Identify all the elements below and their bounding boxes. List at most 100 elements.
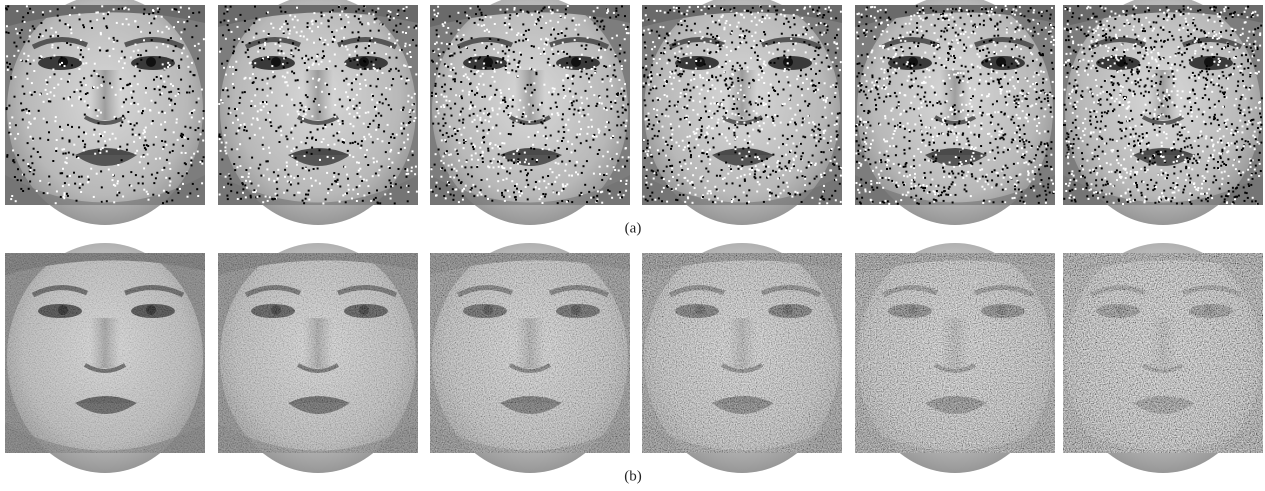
noise-dot bbox=[580, 76, 582, 78]
noise-dot bbox=[857, 116, 859, 118]
noise-dot bbox=[802, 175, 804, 177]
noise-dot bbox=[859, 21, 861, 23]
noise-dot bbox=[264, 101, 266, 103]
noise-dot bbox=[865, 23, 867, 25]
noise-dot bbox=[377, 138, 379, 140]
noise-dot bbox=[489, 38, 491, 40]
noise-dot bbox=[406, 124, 408, 126]
noise-dot bbox=[48, 131, 50, 133]
noise-dot bbox=[385, 186, 387, 188]
noise-dot bbox=[875, 162, 877, 164]
noise-dot bbox=[183, 21, 185, 23]
noise-dot bbox=[341, 45, 343, 47]
noise-dot bbox=[34, 91, 36, 93]
noise-dot bbox=[893, 61, 895, 63]
noise-dot bbox=[904, 128, 906, 130]
noise-dot bbox=[52, 35, 54, 37]
noise-dot bbox=[782, 182, 784, 184]
noise-dot bbox=[831, 113, 833, 115]
noise-dot bbox=[1023, 143, 1025, 145]
noise-dot bbox=[936, 48, 938, 50]
noise-dot bbox=[513, 59, 515, 61]
noise-dot bbox=[279, 53, 281, 55]
noise-dot bbox=[866, 7, 868, 9]
noise-dot bbox=[470, 57, 472, 59]
noise-dot bbox=[182, 183, 184, 185]
noise-dot bbox=[256, 196, 258, 198]
noise-dot bbox=[647, 143, 649, 145]
noise-dot bbox=[611, 85, 613, 87]
noise-dot bbox=[575, 93, 577, 95]
noise-dot bbox=[673, 10, 675, 12]
noise-dot bbox=[683, 70, 685, 72]
noise-dot bbox=[1040, 70, 1042, 72]
noise-dot bbox=[646, 169, 648, 171]
noise-dot bbox=[972, 110, 974, 112]
noise-dot bbox=[555, 102, 557, 104]
noise-dot bbox=[139, 161, 141, 163]
noise-dot bbox=[913, 108, 915, 110]
noise-dot bbox=[907, 176, 909, 178]
noise-dot bbox=[363, 5, 365, 7]
noise-dot bbox=[267, 200, 269, 202]
noise-dot bbox=[678, 61, 680, 63]
noise-dot bbox=[446, 184, 448, 186]
noise-dot bbox=[162, 86, 164, 88]
noise-dot bbox=[696, 86, 698, 88]
noise-dot bbox=[305, 194, 307, 196]
noise-dot bbox=[670, 123, 672, 125]
noise-dot bbox=[810, 134, 812, 136]
noise-dot bbox=[949, 109, 951, 111]
noise-dot bbox=[749, 141, 751, 143]
noise-dot bbox=[412, 104, 414, 106]
noise-dot bbox=[191, 157, 193, 159]
noise-dot bbox=[1033, 12, 1035, 14]
noise-dot bbox=[599, 96, 601, 98]
noise-dot bbox=[989, 142, 991, 144]
noise-dot bbox=[293, 26, 295, 28]
noise-dot bbox=[281, 50, 283, 52]
noise-dot bbox=[688, 142, 690, 144]
noise-dot bbox=[450, 33, 452, 35]
noise-dot bbox=[477, 89, 479, 91]
noise-dot bbox=[972, 152, 974, 154]
noise-dot bbox=[667, 42, 669, 44]
noise-dot bbox=[453, 194, 455, 196]
noise-dot bbox=[518, 153, 520, 155]
noise-dot bbox=[290, 175, 292, 177]
noise-dot bbox=[93, 134, 95, 136]
noise-dot bbox=[230, 178, 232, 180]
noise-dot bbox=[453, 67, 455, 69]
noise-dot bbox=[903, 175, 905, 177]
noise-dot bbox=[301, 31, 303, 33]
noise-dot bbox=[414, 117, 416, 119]
noise-dot bbox=[537, 131, 539, 133]
noise-dot bbox=[669, 76, 671, 78]
noise-dot bbox=[808, 122, 810, 124]
noise-dot bbox=[513, 153, 515, 155]
noise-dot bbox=[808, 165, 810, 167]
noise-dot bbox=[1036, 125, 1038, 127]
noise-dot bbox=[724, 40, 726, 42]
noise-dot bbox=[432, 61, 434, 63]
noise-dot bbox=[71, 105, 73, 107]
noise-dot bbox=[306, 152, 308, 154]
noise-dot bbox=[699, 178, 701, 180]
noise-dot bbox=[692, 202, 694, 204]
noise-dot bbox=[669, 165, 671, 167]
noise-dot bbox=[253, 37, 255, 39]
noise-dot bbox=[263, 30, 265, 32]
noise-dot bbox=[164, 112, 166, 114]
noise-dot bbox=[920, 26, 922, 28]
noise-dot bbox=[554, 181, 556, 183]
noise-dot bbox=[961, 10, 963, 12]
noise-dot bbox=[874, 99, 876, 101]
noise-dot bbox=[361, 23, 363, 25]
noise-dot bbox=[17, 179, 19, 181]
noise-dot bbox=[779, 162, 781, 164]
noise-dot bbox=[684, 159, 686, 161]
noise-dot bbox=[411, 97, 413, 99]
noise-dot bbox=[43, 118, 45, 120]
noise-dot bbox=[985, 8, 987, 10]
noise-dot bbox=[352, 125, 354, 127]
